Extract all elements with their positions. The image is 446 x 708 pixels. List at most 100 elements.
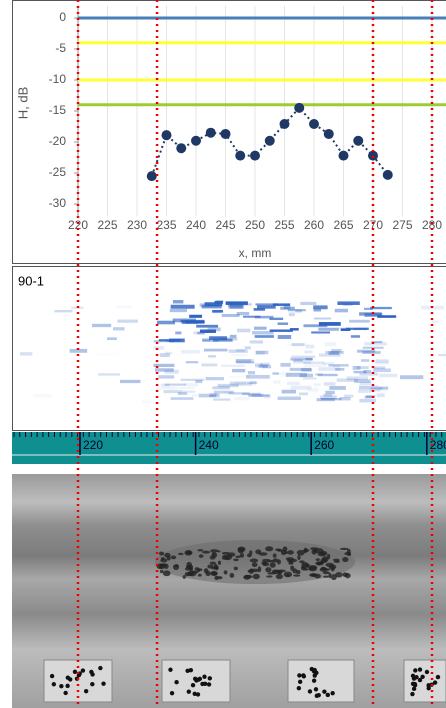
scan-speck <box>153 340 174 343</box>
y-tick-label: -25 <box>49 165 67 179</box>
plaque-dot <box>417 667 423 672</box>
pore <box>293 574 301 577</box>
plaque-dot <box>59 683 64 689</box>
markers <box>76 0 434 708</box>
pore <box>265 567 272 573</box>
scan-speck <box>247 371 256 375</box>
y-tick-label: 0 <box>59 10 66 24</box>
plaque-dot <box>414 675 419 680</box>
x-tick-label: 275 <box>392 218 412 232</box>
scan-speck <box>234 381 257 385</box>
scan-speck <box>201 304 222 309</box>
scan-speck <box>291 343 305 347</box>
scan-speck <box>164 383 187 386</box>
scan-speck <box>316 398 335 402</box>
scan-speck <box>378 373 398 378</box>
scan-speck <box>295 309 302 313</box>
scan-speck <box>245 374 270 379</box>
scan-speck <box>279 372 302 375</box>
pore <box>216 550 221 553</box>
pore <box>212 552 218 558</box>
scan-speck <box>337 301 360 305</box>
scan-speck <box>231 353 248 357</box>
data-point <box>323 128 334 139</box>
pore <box>197 549 204 552</box>
scan-speck <box>212 386 230 390</box>
plaque-dot <box>169 691 175 696</box>
scan-speck <box>236 361 255 364</box>
pore <box>216 576 223 580</box>
scan-speck <box>264 395 271 399</box>
scan-speck <box>340 328 351 331</box>
scan-speck <box>293 359 303 362</box>
pore <box>235 555 241 558</box>
pores <box>156 546 352 581</box>
pore <box>217 560 222 565</box>
plaque-dot <box>207 676 213 681</box>
x-tick-label: 230 <box>127 218 147 232</box>
pore <box>239 553 245 558</box>
chart: 220 225 230 235 240 245 250 255 260 265 270 275 280 0… <box>15 5 446 260</box>
scan-speck <box>153 363 175 368</box>
pore <box>290 565 295 571</box>
pore <box>339 547 349 551</box>
scan-speck <box>257 305 276 309</box>
pore <box>197 573 202 577</box>
pore <box>346 548 351 554</box>
plaque-dot <box>297 679 303 684</box>
pore <box>315 558 320 562</box>
scan-speck <box>120 379 141 384</box>
x-tick-label: 225 <box>97 218 117 232</box>
x-tick-label: 220 <box>68 218 88 232</box>
ruler-label: 280 <box>430 438 446 452</box>
pore <box>233 566 238 571</box>
scan-speck <box>236 311 250 316</box>
scan-speck <box>371 341 383 344</box>
scan-speck <box>169 338 185 343</box>
pore <box>198 554 204 558</box>
pore <box>262 558 271 562</box>
plaque-dot <box>202 681 208 686</box>
scan-speck <box>325 350 344 355</box>
scan-speck <box>160 383 170 387</box>
scan-speck <box>209 394 217 397</box>
pore <box>178 552 184 556</box>
pore <box>252 573 260 580</box>
pore <box>251 562 258 568</box>
scan-speck <box>301 368 313 372</box>
pore <box>302 568 309 571</box>
scan-speck <box>438 354 446 357</box>
scan-speck <box>369 388 381 392</box>
plaque <box>403 659 446 703</box>
y-axis-label: H, dB <box>15 87 30 120</box>
scan-speck <box>208 355 216 358</box>
data-point <box>294 102 305 113</box>
x-tick-label: 240 <box>186 218 206 232</box>
scan-speck <box>304 350 313 354</box>
scan-speck <box>54 309 73 313</box>
scan-speck <box>323 382 336 386</box>
pore <box>257 566 262 573</box>
pore <box>297 555 301 561</box>
scan-speck <box>364 307 373 310</box>
scan-speck <box>328 351 340 355</box>
pore <box>265 546 274 552</box>
scan-speck <box>323 393 333 397</box>
plaque-dot <box>65 683 70 689</box>
pore <box>237 547 245 554</box>
scan-speck <box>154 368 174 372</box>
scan-speck <box>247 381 258 385</box>
pore <box>320 558 328 564</box>
scan-speck <box>225 301 248 305</box>
pore <box>213 563 218 569</box>
plaque-dot <box>174 680 179 685</box>
scan-speck <box>277 396 301 400</box>
plaque-dot <box>435 674 441 680</box>
pore <box>202 550 211 554</box>
plaque-dot <box>297 673 302 678</box>
plaque-dot <box>49 673 55 679</box>
scan-speck <box>175 331 182 335</box>
pore <box>233 558 239 562</box>
scan-speck <box>185 361 199 364</box>
